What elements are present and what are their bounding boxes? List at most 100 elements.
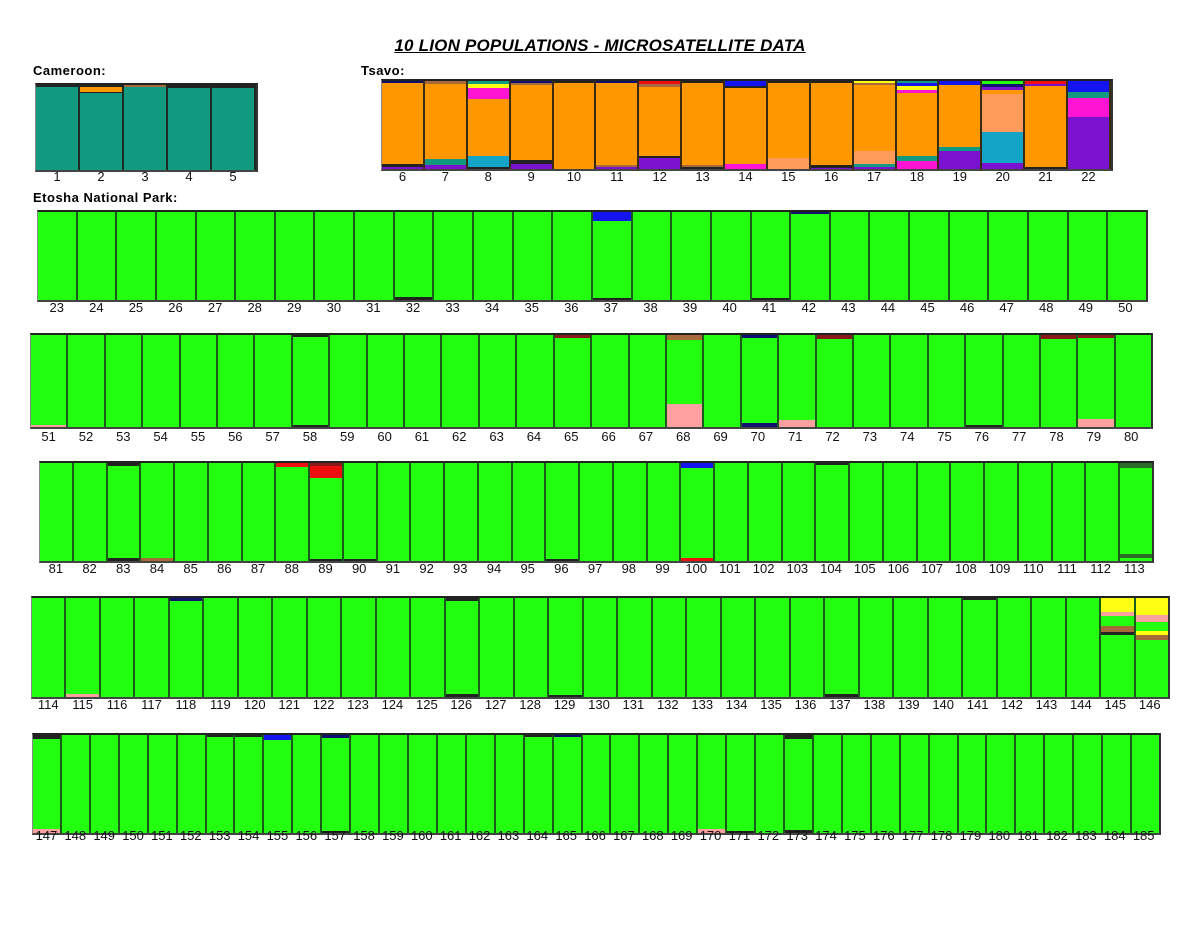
ancestry-segment: [424, 159, 466, 166]
individual-bar: [613, 463, 648, 561]
individual-bar: [255, 335, 293, 427]
individual-label: 4: [185, 169, 193, 184]
individual-bar: [66, 598, 101, 697]
individual-label: 16: [823, 169, 839, 184]
ancestry-segment: [466, 735, 494, 833]
individual-label: 110: [1022, 561, 1044, 576]
ancestry-segment: [883, 463, 916, 561]
ancestry-segment: [80, 91, 122, 93]
individual-bar: [77, 212, 118, 300]
ancestry-segment: [982, 94, 1024, 132]
individual-label: 177: [901, 828, 924, 843]
ancestry-segment: [242, 463, 275, 561]
ancestry-segment: [741, 335, 778, 338]
ancestry-segment: [276, 466, 308, 561]
ancestry-segment: [853, 151, 895, 164]
individual-label: 41: [761, 300, 777, 315]
ancestry-segment: [1120, 463, 1152, 468]
individual-bar: [510, 81, 554, 169]
ancestry-segment: [1135, 634, 1168, 640]
ancestry-segment: [141, 558, 173, 561]
individual-bar: [119, 735, 149, 833]
ancestry-segment: [445, 463, 477, 561]
ancestry-segment: [307, 598, 341, 697]
individual-bar: [1029, 212, 1069, 300]
individual-bar: [135, 598, 170, 697]
ancestry-segment: [583, 598, 617, 697]
ancestry-segment: [1120, 558, 1152, 561]
individual-bar: [681, 463, 715, 561]
individual-bar: [1086, 463, 1120, 561]
individual-label: 146: [1138, 697, 1161, 712]
individual-label: 124: [381, 697, 404, 712]
ancestry-segment: [119, 735, 147, 833]
ancestry-segment: [830, 212, 869, 300]
ancestry-segment: [790, 598, 824, 697]
individual-bar: [148, 735, 178, 833]
ancestry-segment: [929, 735, 957, 833]
individual-label: 12: [652, 169, 667, 184]
individual-label: 70: [750, 429, 766, 444]
individual-bar: [307, 598, 343, 697]
individual-label: 115: [72, 697, 93, 712]
ancestry-segment: [33, 829, 60, 833]
individual-label: 123: [347, 697, 369, 712]
individual-bar: [273, 598, 308, 697]
individual-label: 179: [959, 828, 982, 843]
ancestry-segment: [1018, 463, 1051, 561]
individual-label: 157: [324, 828, 347, 843]
ancestry-segment: [367, 335, 404, 427]
individual-bar: [512, 463, 547, 561]
individual-label: 14: [738, 169, 753, 184]
individual-label: 29: [287, 300, 302, 315]
individual-bar: [721, 598, 757, 697]
ancestry-segment: [424, 83, 466, 160]
ancestry-segment: [330, 335, 366, 427]
ancestry-segment: [939, 84, 981, 147]
ancestry-segment: [169, 598, 203, 601]
individual-bar: [1032, 598, 1067, 697]
individual-label: 93: [453, 561, 468, 576]
individual-bar: [264, 735, 294, 833]
ancestry-segment: [1052, 463, 1085, 561]
individual-bar: [394, 212, 435, 300]
individual-label: 105: [853, 561, 876, 576]
individual-label: 163: [497, 828, 520, 843]
ancestry-segment: [73, 463, 106, 561]
individual-bar: [900, 735, 930, 833]
ancestry-segment: [582, 735, 610, 833]
individual-label: 31: [366, 300, 381, 315]
individual-bar: [1068, 212, 1109, 300]
individual-bar: [748, 463, 783, 561]
structure-plot-etosha3: [39, 461, 1154, 563]
ancestry-segment: [480, 598, 513, 697]
individual-label: 3: [141, 169, 149, 184]
ancestry-segment: [669, 735, 697, 833]
individual-label: 148: [64, 828, 87, 843]
ancestry-segment: [445, 598, 479, 601]
individual-label: 25: [128, 300, 144, 315]
individual-label: 76: [974, 429, 990, 444]
ancestry-segment: [613, 463, 646, 561]
ancestry-segment: [1103, 735, 1131, 833]
ancestry-segment: [107, 463, 140, 466]
individual-bar: [141, 463, 175, 561]
ancestry-segment: [963, 598, 996, 600]
ancestry-segment: [639, 155, 681, 159]
individual-bar: [715, 463, 749, 561]
ancestry-segment: [524, 735, 552, 737]
ancestry-segment: [405, 335, 441, 427]
ancestry-segment: [725, 88, 766, 164]
ancestry-segment: [1068, 117, 1109, 169]
individual-bar: [989, 212, 1030, 300]
individual-bar: [611, 735, 641, 833]
ancestry-segment: [467, 155, 509, 168]
ancestry-segment: [810, 168, 852, 169]
individual-bar: [639, 81, 683, 169]
individual-label: 103: [786, 561, 809, 576]
ancestry-segment: [411, 598, 444, 697]
ancestry-segment: [629, 335, 665, 427]
ancestry-segment: [825, 694, 858, 697]
ancestry-segment: [206, 735, 234, 737]
individual-label: 136: [794, 697, 817, 712]
